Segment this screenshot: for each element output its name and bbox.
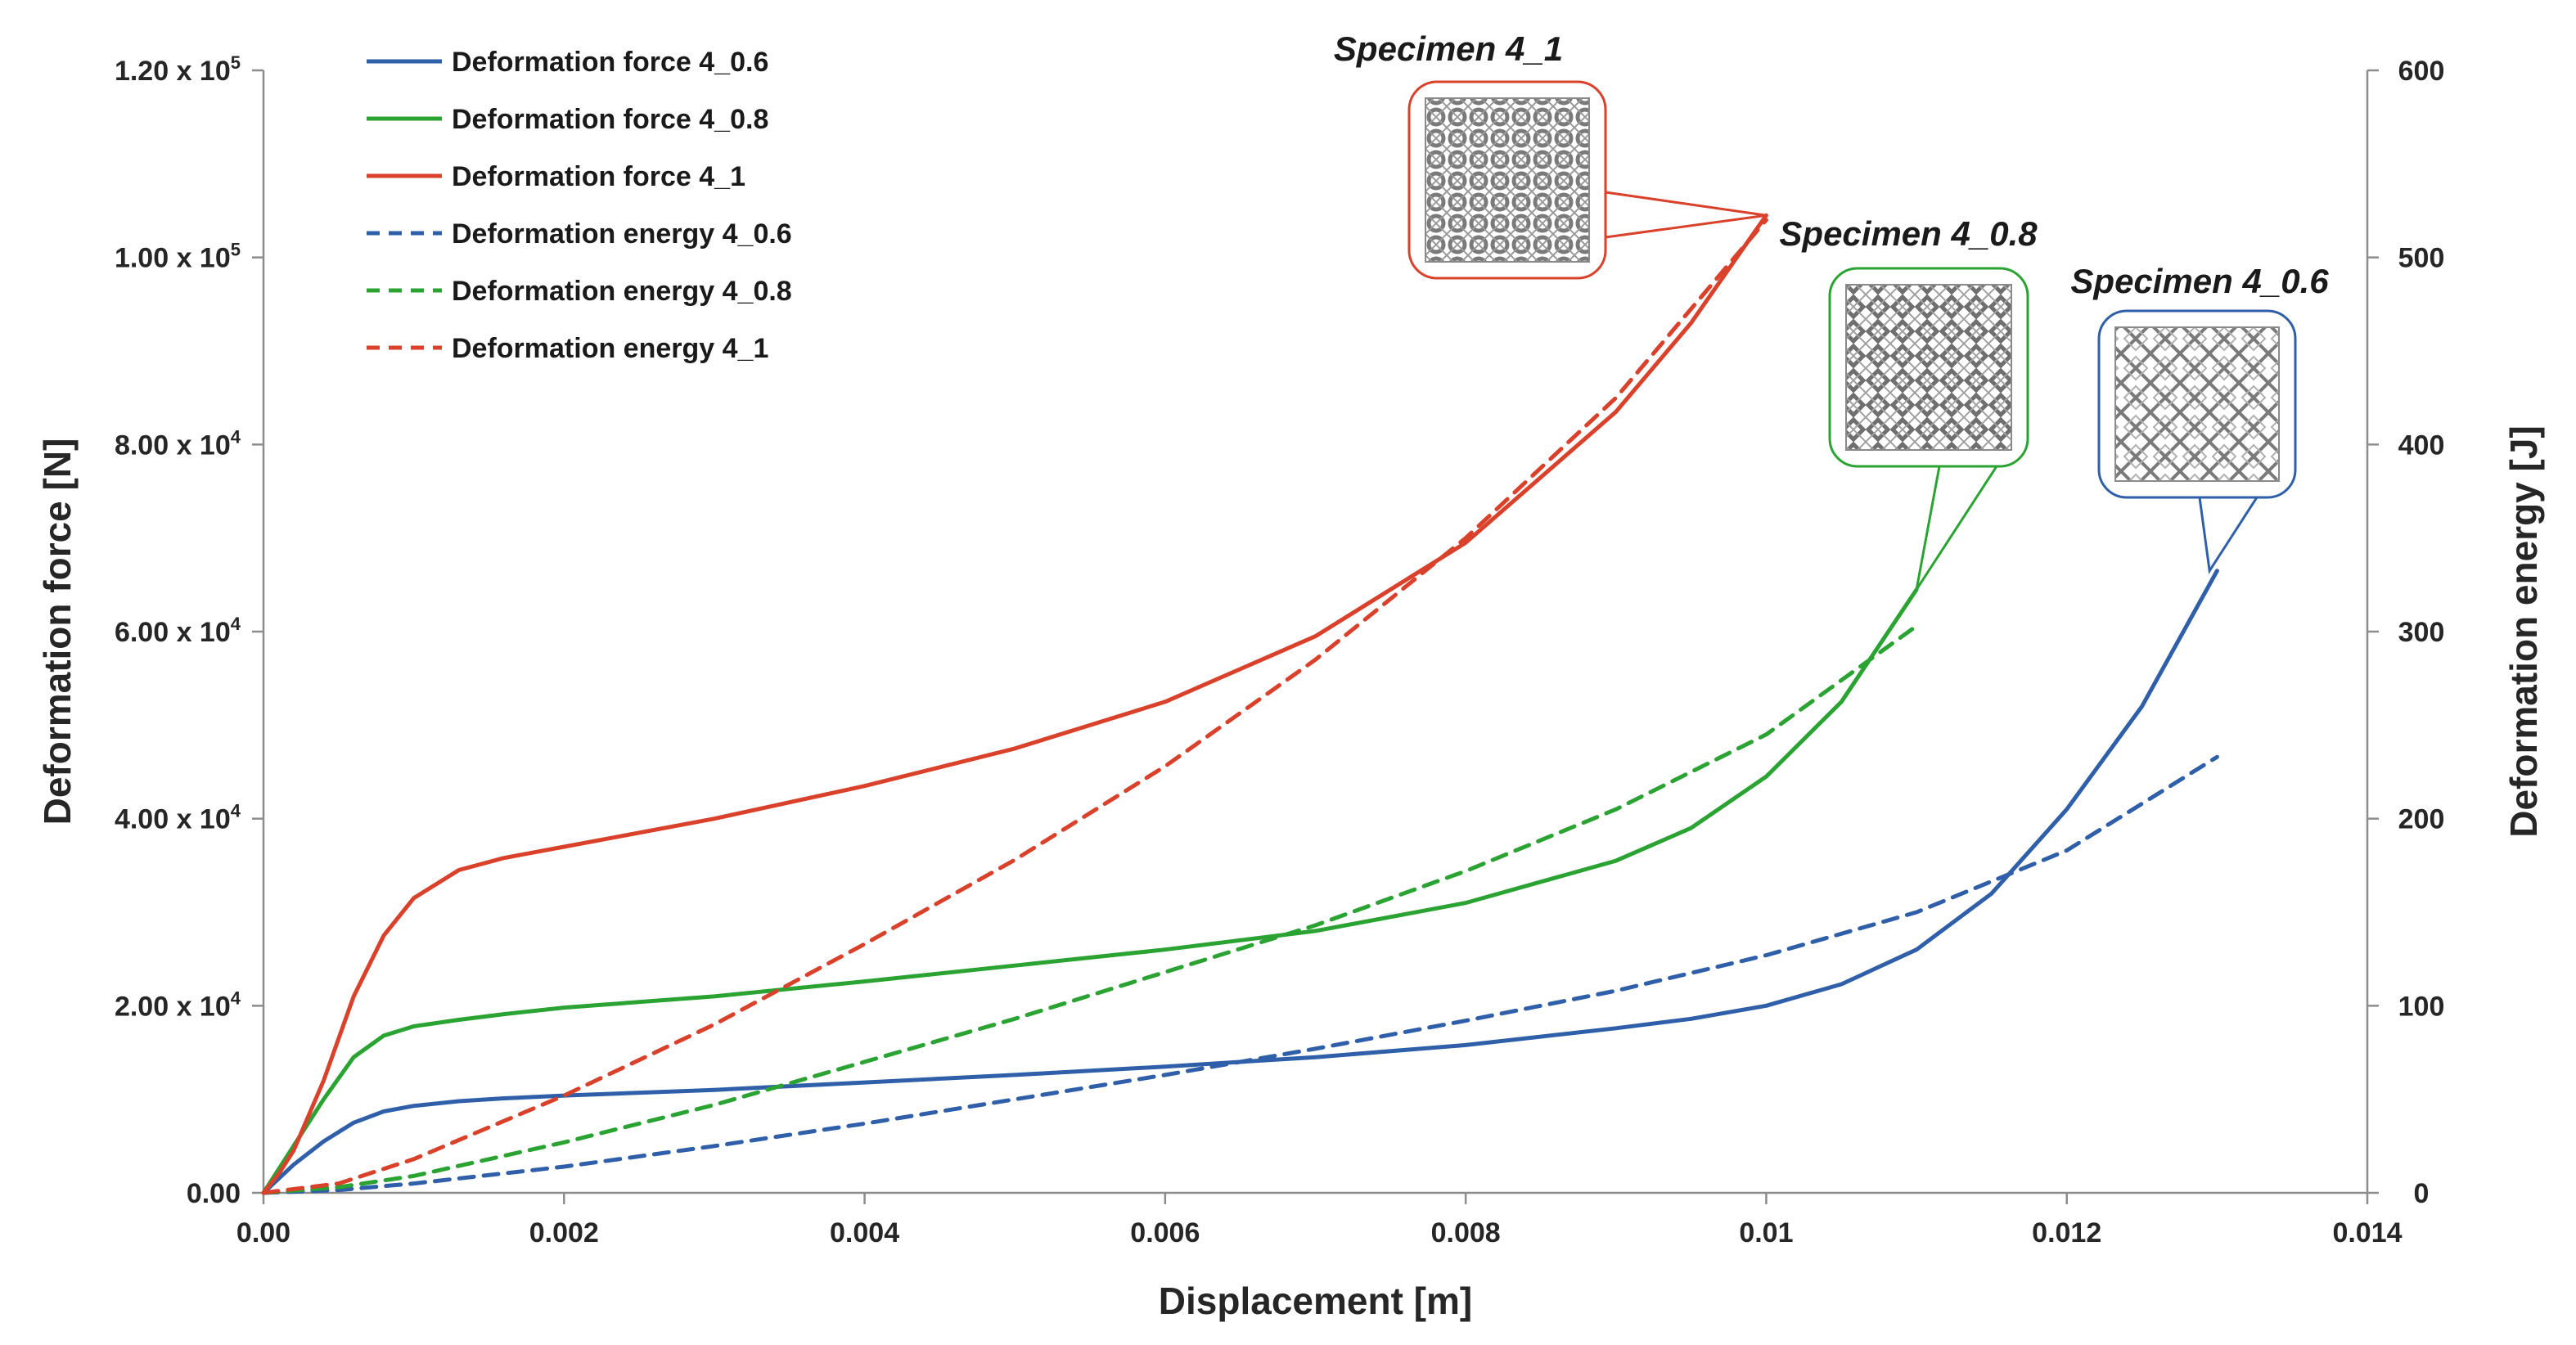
legend-label-1: Deformation force 4_0.6 [452, 47, 768, 78]
lattice-specimen-image [1425, 97, 1590, 263]
callout-tail [2198, 496, 2259, 574]
y2-axis-title: Deformation energy [J] [2502, 425, 2545, 838]
y-tick-label: 2.00 x 104 [115, 987, 241, 1022]
legend-label-4: Deformation energy 4_0.6 [452, 218, 792, 250]
y2-tick-label: 200 [2398, 804, 2445, 835]
y2-tick-label: 0 [2414, 1178, 2430, 1209]
lattice-specimen-image [1845, 284, 2012, 451]
series-line-6 [261, 218, 1768, 1195]
y2-tick-label: 100 [2398, 991, 2445, 1022]
callout-tail [1915, 465, 1999, 591]
callout-title: Specimen 4_1 [1334, 29, 1563, 68]
y-tick-label: 6.00 x 104 [115, 614, 241, 648]
lattice-specimen-image [2114, 326, 2280, 482]
y-tick-label: 8.00 x 104 [115, 426, 241, 461]
series-line-3 [261, 213, 1768, 1195]
x-tick-label: 0.014 [2332, 1217, 2402, 1248]
x-tick-label: 0.012 [2032, 1217, 2101, 1248]
y-tick-label: 1.20 x 105 [115, 52, 241, 87]
y-tick-label: 4.00 x 104 [115, 801, 241, 835]
callout-title: Specimen 4_0.6 [2070, 262, 2329, 300]
series-line-2 [261, 587, 1919, 1195]
y-tick-label: 0.00 [187, 1178, 241, 1209]
callout-tail [1604, 191, 1767, 239]
y-axis-title: Deformation force [N] [36, 439, 79, 825]
legend-label-2: Deformation force 4_0.8 [452, 104, 768, 135]
specimen-callout-2: Specimen 4_0.8 [1779, 214, 2038, 591]
series-line-5 [261, 623, 1919, 1195]
y-tick-label: 1.00 x 105 [115, 240, 241, 274]
legend-label-5: Deformation energy 4_0.8 [452, 276, 792, 307]
x-tick-label: 0.002 [529, 1217, 599, 1248]
legend-label-6: Deformation energy 4_1 [452, 333, 768, 364]
x-tick-label: 0.01 [1739, 1217, 1793, 1248]
x-axis-title: Displacement [m] [1159, 1280, 1472, 1322]
specimen-callout-1: Specimen 4_1 [1334, 29, 1767, 280]
x-tick-label: 0.008 [1431, 1217, 1501, 1248]
specimen-callout-3: Specimen 4_0.6 [2070, 262, 2329, 574]
series-line-4 [261, 754, 2219, 1195]
x-tick-label: 0.006 [1130, 1217, 1200, 1248]
y2-tick-label: 600 [2398, 56, 2445, 87]
callout-title: Specimen 4_0.8 [1779, 214, 2038, 253]
x-tick-label: 0.00 [236, 1217, 290, 1248]
y2-tick-label: 300 [2398, 617, 2445, 648]
legend-label-3: Deformation force 4_1 [452, 161, 745, 192]
x-tick-label: 0.004 [830, 1217, 899, 1248]
y2-tick-label: 400 [2398, 430, 2445, 461]
series-line-1 [261, 569, 2219, 1195]
y2-tick-label: 500 [2398, 243, 2445, 274]
